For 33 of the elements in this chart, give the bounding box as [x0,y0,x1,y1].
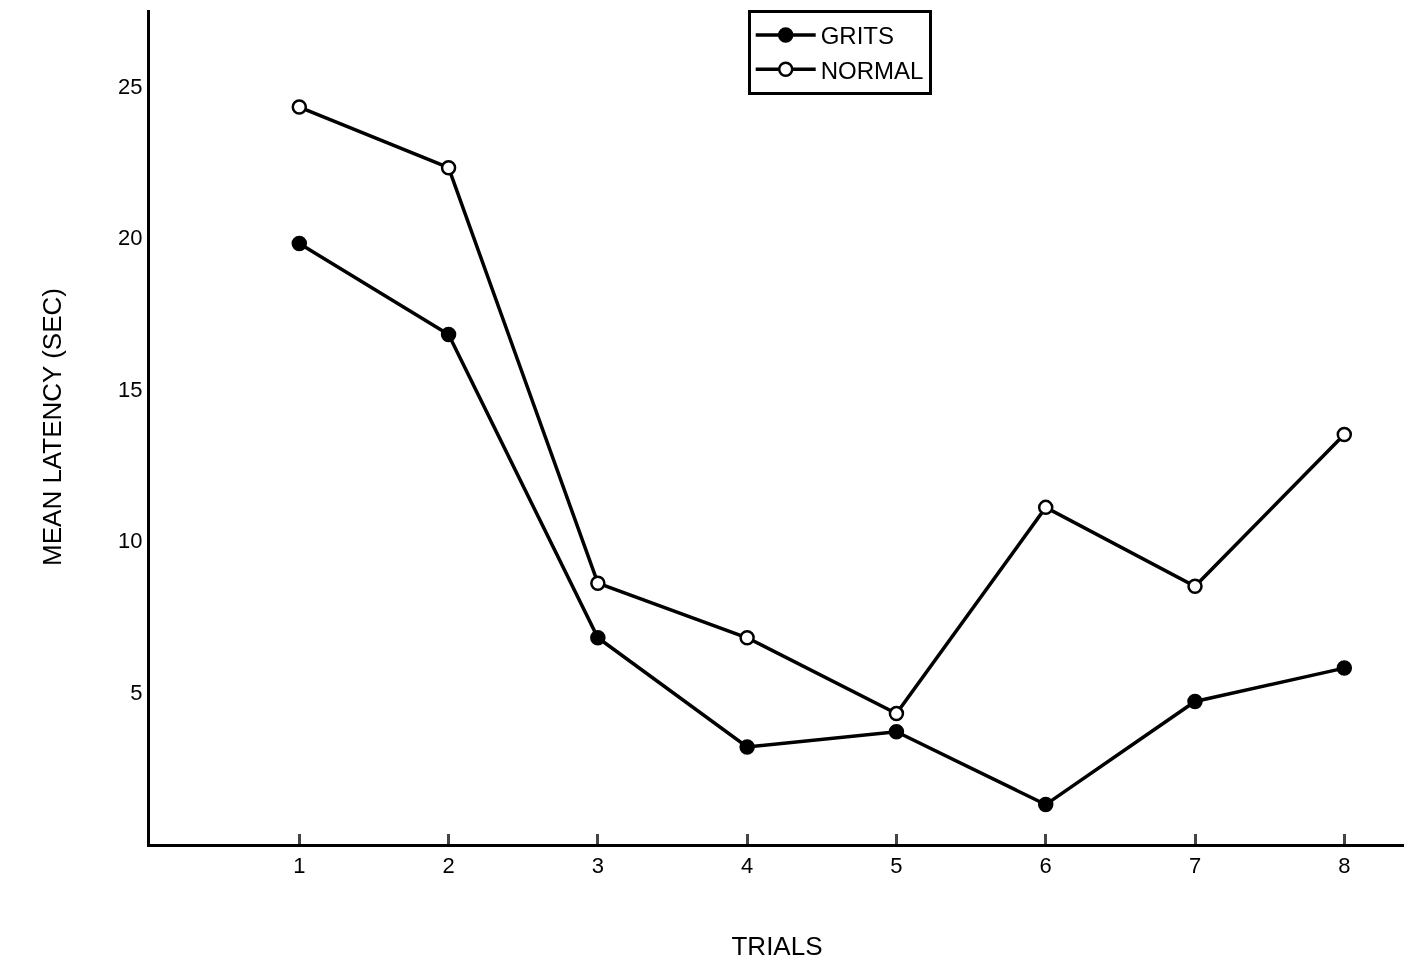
x-tick-label: 7 [1188,853,1202,879]
y-axis-title: MEAN LATENCY (SEC) [36,288,67,566]
point [1037,499,1054,516]
point [1037,796,1054,813]
point [1336,426,1353,443]
x-tick-label: 3 [591,853,604,879]
point [739,739,755,755]
point [440,326,457,343]
point [1187,693,1203,710]
point [1336,660,1353,676]
x-tick-label: 4 [741,853,754,879]
point [1187,578,1203,594]
point [888,724,905,740]
legend-label: GRITS [820,22,895,50]
point [440,159,457,176]
point [291,99,308,115]
legend-label: NORMAL [820,56,924,84]
point [291,235,308,252]
point [590,575,606,591]
x-tick-label: 6 [1039,853,1052,879]
y-tick-label: 10 [118,528,143,554]
x-tick-label: 1 [293,853,306,879]
point [590,630,606,646]
point [739,630,755,646]
y-tick-label: 15 [118,376,143,402]
x-axis-title: TRIALS [731,931,823,962]
y-tick-label: 25 [118,73,143,99]
y-tick-label: 20 [118,225,143,251]
x-tick-label: 5 [890,853,903,879]
x-tick-label: 8 [1338,853,1351,879]
y-tick-label: 5 [130,680,143,706]
point [888,705,905,722]
x-tick-label: 2 [442,853,455,879]
